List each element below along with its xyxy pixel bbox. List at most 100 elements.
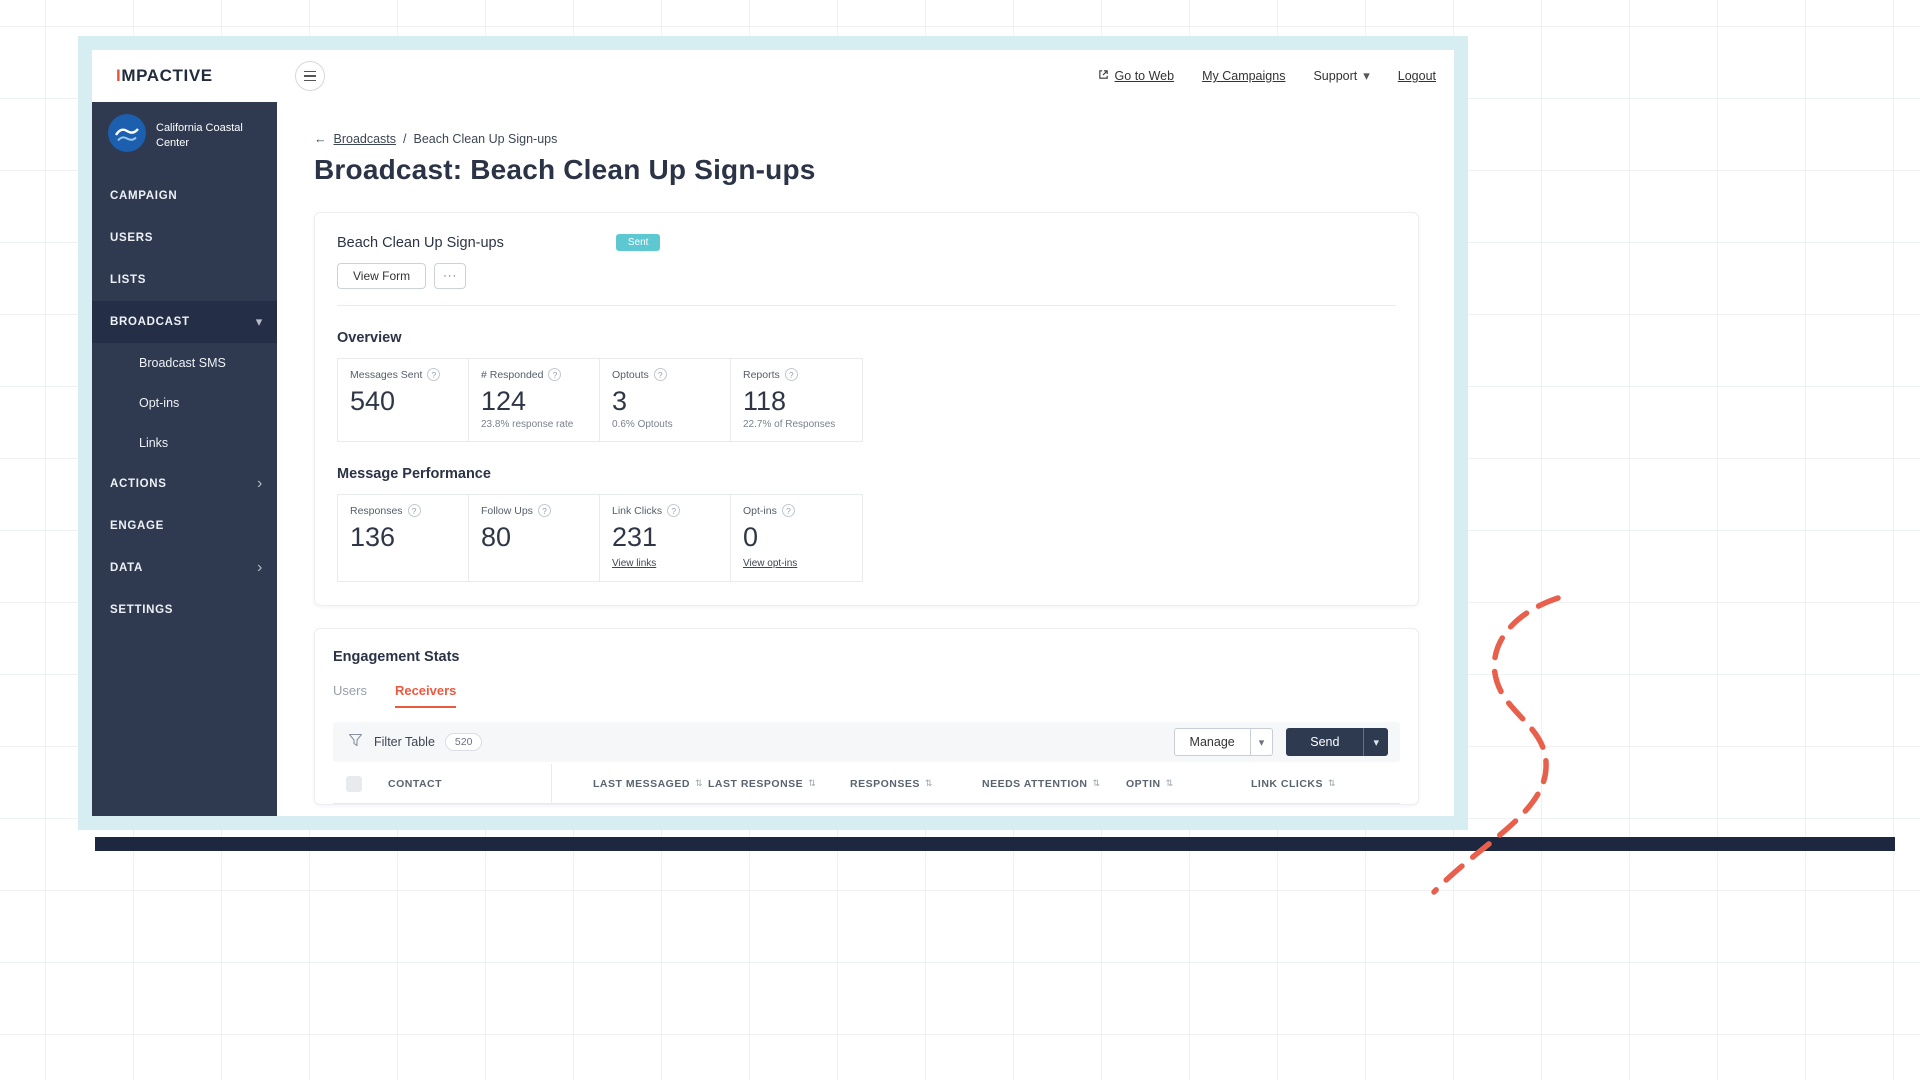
help-icon[interactable]: ?: [781, 504, 795, 517]
my-campaigns-link[interactable]: My Campaigns: [1202, 69, 1285, 83]
org-avatar: [108, 114, 146, 157]
stat-label: Optouts: [612, 368, 649, 381]
stat-sub: 22.7% of Responses: [743, 419, 836, 430]
sidebar-item-settings[interactable]: SETTINGS: [92, 589, 277, 631]
sidebar-item-label: DATA: [110, 562, 144, 574]
back-arrow-icon[interactable]: ←: [314, 132, 327, 146]
stat-value: 124: [481, 386, 527, 416]
column-last-messaged[interactable]: LAST MESSAGED ⇅: [552, 764, 708, 803]
external-link-icon: [1098, 69, 1109, 83]
logout-link[interactable]: Logout: [1398, 69, 1436, 83]
column-label: RESPONSES: [850, 777, 920, 790]
sort-icon: ⇅: [924, 778, 933, 788]
column-optin[interactable]: OPTIN ⇅: [1126, 764, 1251, 803]
stat-sub: 23.8% response rate: [481, 419, 574, 430]
breadcrumb-broadcasts-link[interactable]: Broadcasts: [333, 132, 397, 146]
brand-logo-text: IMPACTIVE: [116, 66, 213, 85]
more-options-button[interactable]: ···: [434, 263, 467, 289]
stat-value: 80: [481, 522, 512, 552]
stat-sub: 0.6% Optouts: [612, 419, 673, 430]
sidebar-item-label: SETTINGS: [110, 604, 174, 616]
page-content: ← Broadcasts / Beach Clean Up Sign-ups B…: [277, 102, 1454, 816]
sidebar-item-label: USERS: [110, 232, 154, 244]
filter-funnel-icon[interactable]: [348, 733, 363, 751]
sidebar-item-users[interactable]: USERS: [92, 217, 277, 259]
sidebar-subitem-opt-ins[interactable]: Opt-ins: [92, 383, 277, 423]
sidebar-item-label: ENGAGE: [110, 520, 165, 532]
breadcrumb: ← Broadcasts / Beach Clean Up Sign-ups: [314, 132, 1419, 146]
filter-bar: Filter Table 520 Manage ▾ Send ▾: [333, 722, 1400, 762]
my-campaigns-label: My Campaigns: [1202, 69, 1286, 83]
help-icon[interactable]: ?: [537, 504, 551, 517]
column-responses[interactable]: RESPONSES ⇅: [850, 764, 982, 803]
tab-receivers[interactable]: Receivers: [394, 683, 457, 708]
help-icon[interactable]: ?: [548, 368, 562, 381]
message-performance-stats: Responses ? 136 Follow Ups ?: [337, 494, 863, 582]
select-all-checkbox[interactable]: [346, 775, 362, 792]
column-label: LAST MESSAGED: [593, 777, 690, 790]
overview-title: Overview: [337, 330, 402, 346]
view-links-link[interactable]: View links: [612, 558, 657, 569]
sidebar-item-label: BROADCAST: [110, 316, 190, 328]
help-icon[interactable]: ?: [407, 504, 421, 517]
send-label[interactable]: Send: [1310, 735, 1340, 749]
tab-users[interactable]: Users: [333, 683, 367, 698]
sidebar-item-engage[interactable]: ENGAGE: [92, 505, 277, 547]
help-icon[interactable]: ?: [784, 368, 798, 381]
send-button[interactable]: Send ▾: [1286, 728, 1388, 756]
broadcast-name: Beach Clean Up Sign-ups: [337, 234, 504, 251]
stat-value: 0: [743, 522, 759, 552]
sidebar-item-broadcast[interactable]: BROADCAST ▾: [92, 301, 277, 343]
stat-label: Responses: [350, 504, 403, 517]
stat-optouts: Optouts ? 3 0.6% Optouts: [600, 359, 731, 441]
chevron-right-icon: ›: [256, 559, 263, 576]
column-link-clicks[interactable]: LINK CLICKS ⇅: [1251, 764, 1400, 803]
sidebar-subitem-label: Links: [139, 436, 169, 450]
chevron-down-icon[interactable]: ▾: [1249, 729, 1273, 755]
sidebar-item-label: LISTS: [110, 274, 147, 286]
sort-icon: ⇅: [694, 778, 703, 788]
sidebar-item-lists[interactable]: LISTS: [92, 259, 277, 301]
sidebar-item-actions[interactable]: ACTIONS ›: [92, 463, 277, 505]
sidebar: IMPACTIVE California Coastal Center CA: [92, 50, 277, 816]
manage-label[interactable]: Manage: [1189, 735, 1235, 749]
stat-responses: Responses ? 136: [338, 495, 469, 581]
help-icon[interactable]: ?: [427, 368, 441, 381]
receivers-table-header: CONTACT LAST MESSAGED ⇅ LAST RESPONSE ⇅: [333, 764, 1400, 804]
topbar-links: Go to Web My Campaigns Support ▾ Logout: [1098, 68, 1436, 84]
column-label: LINK CLICKS: [1251, 777, 1323, 790]
chevron-down-icon: ▾: [255, 314, 263, 329]
hamburger-menu-button[interactable]: [295, 61, 325, 91]
org-name: California Coastal Center: [156, 121, 243, 149]
view-opt-ins-link[interactable]: View opt-ins: [743, 558, 798, 569]
sidebar-item-data[interactable]: DATA ›: [92, 547, 277, 589]
broadcast-actions: View Form ···: [337, 263, 1396, 289]
status-badge: Sent: [615, 234, 661, 251]
sidebar-subitem-broadcast-sms[interactable]: Broadcast SMS: [92, 343, 277, 383]
stat-link-clicks: Link Clicks ? 231 View links: [600, 495, 731, 581]
broadcast-name-row: Beach Clean Up Sign-ups Sent: [337, 234, 1396, 251]
stat-value: 3: [612, 386, 628, 416]
column-last-response[interactable]: LAST RESPONSE ⇅: [708, 764, 850, 803]
help-icon[interactable]: ?: [667, 504, 681, 517]
view-form-button[interactable]: View Form: [337, 263, 427, 289]
sidebar-item-campaign[interactable]: CAMPAIGN: [92, 175, 277, 217]
stat-value: 118: [743, 386, 787, 416]
support-menu[interactable]: Support ▾: [1313, 68, 1369, 84]
stat-follow-ups: Follow Ups ? 80: [469, 495, 600, 581]
help-icon[interactable]: ?: [653, 368, 667, 381]
column-needs-attention[interactable]: NEEDS ATTENTION ⇅: [982, 764, 1126, 803]
stat-value: 540: [350, 386, 396, 416]
go-to-web-label: Go to Web: [1114, 69, 1175, 83]
sidebar-item-label: CAMPAIGN: [110, 190, 178, 202]
sort-icon: ⇅: [1165, 778, 1174, 788]
decorative-shadow-bar: [95, 837, 1895, 851]
chevron-down-icon[interactable]: ▾: [1363, 728, 1388, 756]
manage-button[interactable]: Manage ▾: [1173, 728, 1274, 756]
sidebar-subitem-links[interactable]: Links: [92, 423, 277, 463]
stat-label: Opt-ins: [743, 504, 777, 517]
filter-count-badge: 520: [444, 733, 483, 751]
column-contact[interactable]: CONTACT: [333, 764, 552, 803]
go-to-web-link[interactable]: Go to Web: [1098, 69, 1175, 83]
